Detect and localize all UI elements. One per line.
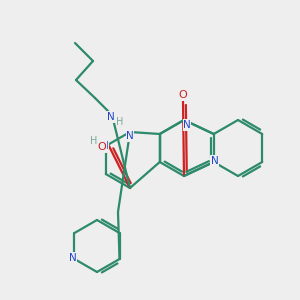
Text: N: N xyxy=(183,120,191,130)
Text: H: H xyxy=(116,117,124,127)
Text: N: N xyxy=(107,112,115,122)
Text: O: O xyxy=(98,142,106,152)
Text: H: H xyxy=(90,136,98,146)
Text: N: N xyxy=(69,253,76,263)
Text: N: N xyxy=(126,131,134,141)
Text: N: N xyxy=(101,141,109,151)
Text: N: N xyxy=(211,156,219,166)
Text: O: O xyxy=(178,90,188,100)
